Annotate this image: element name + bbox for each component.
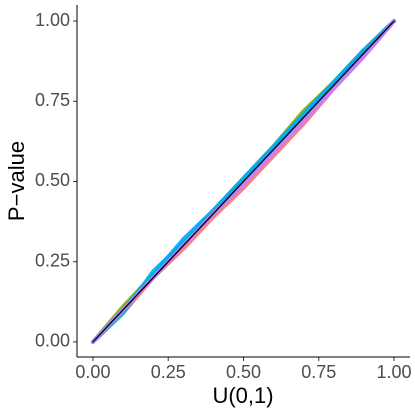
x-axis-title: U(0,1): [212, 383, 273, 408]
x-tick-label: 1.00: [377, 362, 412, 382]
y-tick-label: 0.50: [35, 170, 70, 190]
y-tick-label: 1.00: [35, 10, 70, 30]
x-tick-label: 0.50: [226, 362, 261, 382]
reference-line: [92, 20, 395, 343]
x-tick-label: 0.00: [75, 362, 110, 382]
y-tick-label: 0.00: [35, 331, 70, 351]
x-tick-label: 0.75: [301, 362, 336, 382]
y-axis-title: P−value: [4, 141, 29, 221]
y-tick-label: 0.25: [35, 250, 70, 270]
y-tick-label: 0.75: [35, 90, 70, 110]
x-tick-label: 0.25: [151, 362, 186, 382]
